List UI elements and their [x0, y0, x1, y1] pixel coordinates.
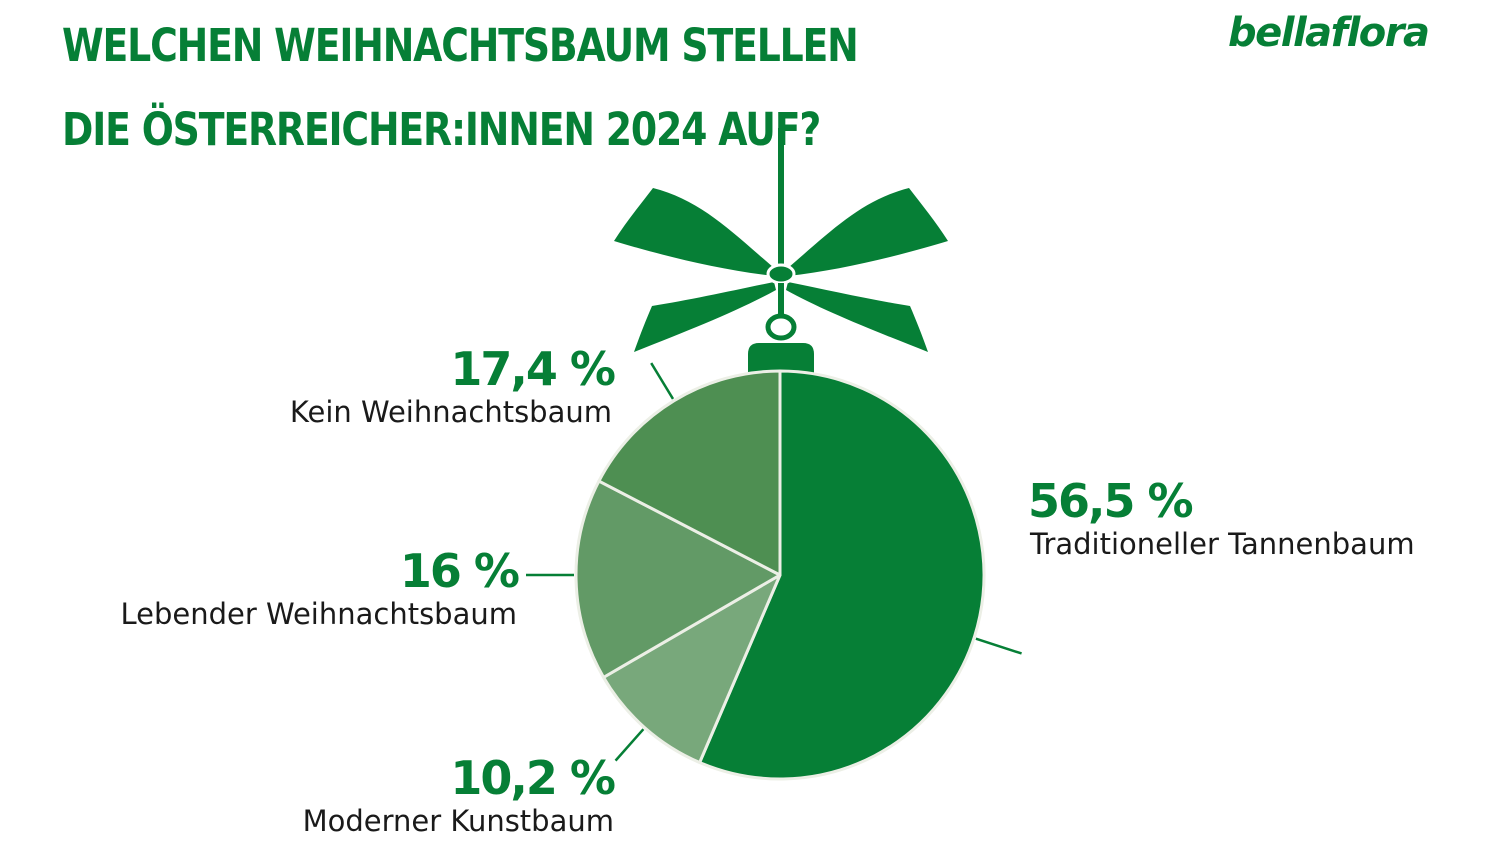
value-label-traditionell: 56,5 %	[1028, 474, 1194, 528]
bow-knot	[766, 263, 796, 285]
bow-tail-left	[634, 282, 776, 352]
bow-tail-right	[786, 282, 928, 352]
chart-title-line-1: WELCHEN WEIHNACHTSBAUM STELLEN	[62, 19, 859, 72]
ornament-cap	[614, 128, 948, 373]
leader-line-modern	[614, 728, 645, 762]
category-label-traditionell: Traditioneller Tannenbaum	[1030, 527, 1415, 561]
ornament-cap-body	[748, 343, 814, 373]
pie-slice-modern	[602, 573, 782, 765]
value-label-kein: 17,4 %	[450, 342, 616, 396]
category-label-lebend: Lebender Weihnachtsbaum	[120, 597, 517, 631]
pie-slice-lebend	[574, 479, 782, 679]
category-label-kein: Kein Weihnachtsbaum	[289, 395, 612, 429]
category-label-modern: Moderner Kunstbaum	[302, 804, 614, 838]
brand-logo: bellaflora	[1228, 10, 1430, 56]
pie-slices	[574, 369, 986, 781]
leader-lines	[526, 362, 1022, 762]
pie-slice-traditionell	[698, 369, 986, 781]
ornament-hanger-loop	[765, 313, 797, 341]
value-label-lebend: 16 %	[399, 544, 520, 598]
leader-line-kein	[650, 362, 675, 400]
chart-title-line-2: DIE ÖSTERREICHER:INNEN 2024 AUF?	[62, 103, 821, 156]
bow-loop-upper-right	[788, 188, 948, 276]
chart-title: WELCHEN WEIHNACHTSBAUM STELLEN DIE ÖSTER…	[62, 4, 885, 172]
leader-line-traditionell	[975, 637, 1022, 655]
value-label-modern: 10,2 %	[450, 751, 616, 805]
pie-slice-kein	[597, 369, 782, 577]
bow-loop-upper-left	[614, 188, 774, 276]
